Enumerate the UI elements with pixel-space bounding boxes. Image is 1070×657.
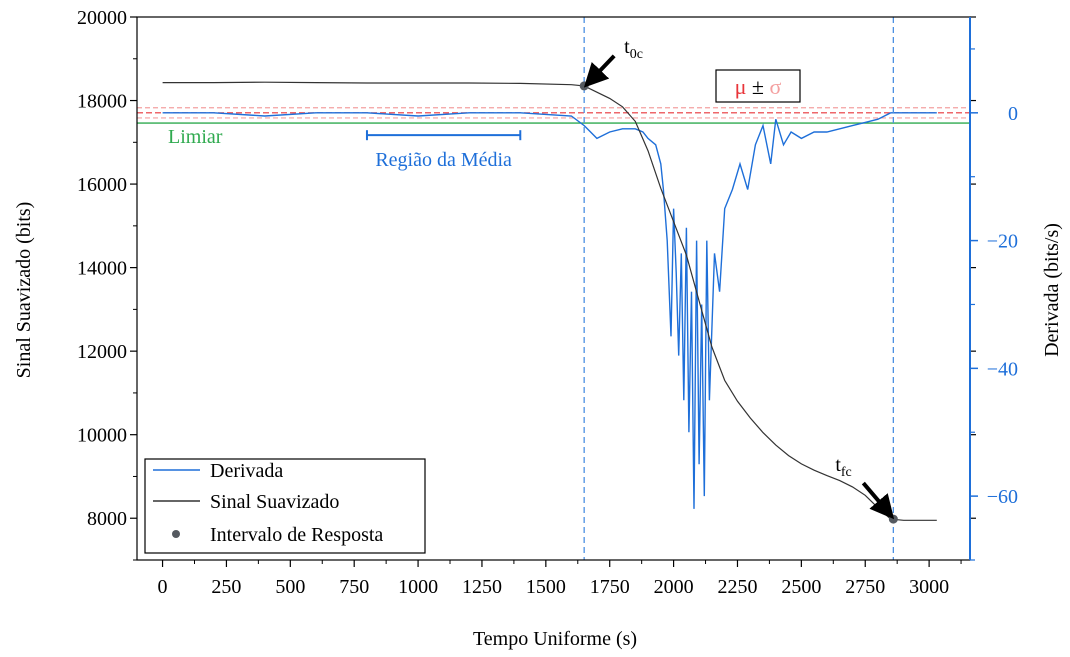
legend-box [144,458,426,554]
y-tick-label: 14000 [77,258,127,280]
vertical-lines [583,17,894,560]
x-tick-label: 1250 [462,576,502,598]
reference-lines [137,107,970,124]
x-tick-label: 500 [275,576,305,598]
y-tick-label: 18000 [77,91,127,113]
limiar-label: Limiar [168,126,223,148]
legend-label-sinal: Sinal Suavizado [210,491,339,513]
response-label-1: tfc [835,454,851,480]
y2-tick-label: −20 [987,231,1018,253]
x-axis-label: Tempo Uniforme (s) [473,628,637,650]
x-tick-label: 3000 [909,576,949,598]
x-axis-ticks: 0 250 500 750 1000 1250 1500 1750 2000 2250 2500 27… [158,560,962,598]
y-tick-label: 8000 [87,508,127,530]
x-tick-label: 1000 [398,576,438,598]
legend-label-derivada: Derivada [210,460,283,482]
response-point-0 [579,81,589,91]
x-tick-label: 2500 [781,576,821,598]
y-axis-label: Sinal Suavizado (bits) [13,202,35,379]
y-tick-label: 12000 [77,341,127,363]
region-label: Região da Média [375,149,512,171]
y2-axis-label: Derivada (bits/s) [1041,223,1063,357]
x-tick-label: 2250 [717,576,757,598]
x-tick-label: 1500 [526,576,566,598]
response-arrow-0 [583,54,616,88]
y-tick-label: 16000 [77,174,127,196]
regiao-da-media-marker: Região da Média [365,130,522,171]
y-axis-ticks: 8000 10000 12000 14000 16000 18000 20000 [77,7,976,561]
derivada-series-line [162,112,937,509]
y-tick-label: 20000 [77,7,127,29]
annotations: Limiar μ ± σ t0c tfc [168,36,898,524]
response-label-0: t0c [624,36,643,62]
legend: Derivada Sinal Suavizado Intervalo de Re… [144,458,426,554]
x-tick-label: 1750 [590,576,630,598]
x-tick-label: 2000 [654,576,694,598]
x-tick-label: 0 [158,576,168,598]
response-arrow-1 [861,481,895,520]
series-layer [162,81,937,521]
mu-sigma-label: μ ± σ [735,74,782,99]
y2-tick-label: −60 [987,486,1018,508]
legend-label-intervalo: Intervalo de Resposta [210,524,383,546]
x-tick-label: 250 [211,576,241,598]
y2-tick-label: −40 [987,358,1018,380]
y-tick-label: 10000 [77,425,127,447]
sinal-suavizado-series-line [162,81,937,521]
mu-sigma-box [715,69,801,103]
response-point-1 [888,514,898,524]
x-tick-label: 750 [339,576,369,598]
y2-tick-label: 0 [1008,103,1018,125]
y2-axis-ticks: 0 −20 −40 −60 [969,17,1018,561]
legend-swatch-intervalo [172,530,180,538]
x-tick-label: 2750 [845,576,885,598]
